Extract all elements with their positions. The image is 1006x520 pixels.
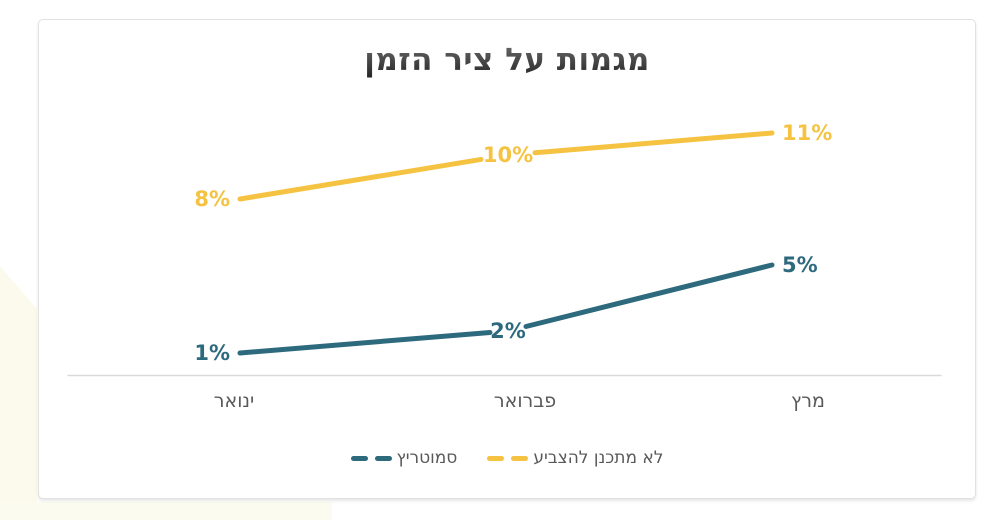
dashed-line-icon	[350, 455, 392, 461]
data-label: 10%	[482, 143, 534, 167]
data-label: 5%	[782, 253, 818, 277]
background-accent-shape-left	[0, 266, 37, 520]
data-label: 2%	[490, 319, 526, 343]
x-axis-label-march: מרץ	[791, 390, 825, 412]
legend-entry-not-planning-to-vote: לא מתכנן להצביע	[487, 448, 663, 468]
chart-title: מגמות על ציר הזמן	[38, 42, 976, 78]
data-label: 8%	[194, 187, 230, 211]
data-label: 1%	[194, 341, 230, 365]
chart-legend: סמוטריץ לא מתכנן להצביע	[38, 448, 976, 468]
x-axis-label-february: פברואר	[493, 390, 557, 412]
legend-label: סמוטריץ	[396, 448, 458, 468]
dashed-line-icon	[487, 455, 529, 461]
data-label: 11%	[782, 121, 833, 145]
background-accent-shape-bottom	[0, 502, 332, 520]
legend-label: לא מתכנן להצביע	[533, 448, 664, 468]
chart-card	[38, 19, 976, 499]
x-axis-label-january: ינואר	[213, 390, 255, 412]
legend-entry-smotrich: סמוטריץ	[350, 448, 458, 468]
